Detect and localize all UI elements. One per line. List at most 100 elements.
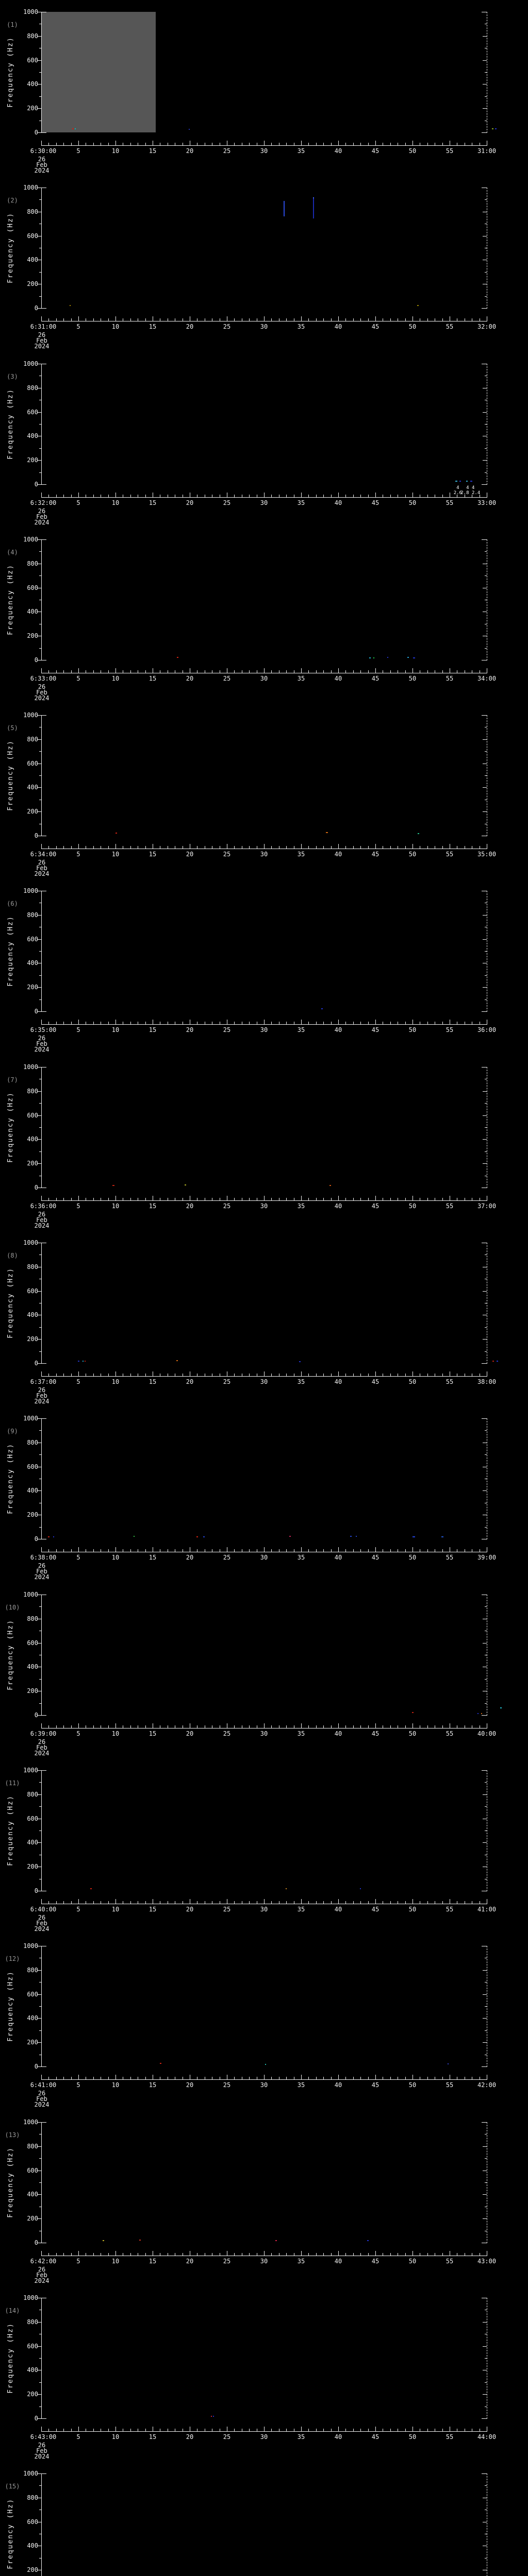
x-tick bbox=[442, 1374, 443, 1376]
x-tick-label: 35 bbox=[297, 2433, 305, 2441]
x-tick-label: 45 bbox=[371, 1378, 380, 1385]
x-tick-label: 40 bbox=[334, 1026, 342, 1033]
x-tick bbox=[56, 670, 57, 673]
x-tick bbox=[286, 2253, 287, 2256]
x-tick bbox=[145, 1022, 146, 1024]
x-start-time-label: 6:40:00 bbox=[30, 1906, 57, 1913]
x-tick bbox=[412, 2075, 413, 2079]
x-tick bbox=[63, 318, 64, 321]
detection-marker bbox=[289, 1536, 291, 1537]
x-tick-label: 55 bbox=[446, 2258, 454, 2265]
x-tick-label: 45 bbox=[371, 2433, 380, 2441]
detection-marker bbox=[70, 305, 71, 307]
x-tick bbox=[130, 143, 131, 145]
x-tick bbox=[41, 141, 42, 145]
x-tick bbox=[41, 2251, 42, 2256]
y-axis-left bbox=[41, 2473, 42, 2576]
y-tick bbox=[483, 1139, 487, 1140]
y-tick bbox=[37, 1842, 41, 1843]
event-line bbox=[283, 200, 285, 217]
y-axis-title: Frequency (Hz) bbox=[7, 1619, 14, 1690]
y-tick-label: 800 bbox=[27, 1088, 38, 1095]
x-tick bbox=[345, 1374, 346, 1376]
x-tick bbox=[390, 143, 391, 145]
x-tick-label: 45 bbox=[371, 1202, 380, 1210]
x-tick-label: 40 bbox=[334, 1378, 342, 1385]
detection-marker bbox=[286, 1888, 287, 1889]
y-tick bbox=[37, 308, 41, 309]
x-tick-label: 25 bbox=[223, 2081, 231, 2089]
x-tick-label: 40 bbox=[334, 1730, 342, 1737]
x-tick bbox=[271, 1022, 272, 1024]
x-tick bbox=[93, 1725, 94, 1728]
x-tick-label: 45 bbox=[371, 851, 380, 858]
x-tick bbox=[316, 2253, 317, 2256]
y-tick-label: 200 bbox=[27, 1863, 38, 1870]
x-tick bbox=[368, 1198, 369, 1200]
x-tick bbox=[108, 670, 109, 673]
x-tick-label: 20 bbox=[186, 675, 194, 682]
x-tick bbox=[301, 2075, 302, 2079]
x-end-time-label: 39:00 bbox=[477, 1554, 497, 1561]
y-tick-label: 400 bbox=[27, 608, 38, 615]
x-tick bbox=[286, 1198, 287, 1200]
y-tick bbox=[485, 424, 487, 425]
x-tick bbox=[345, 2077, 346, 2079]
y-tick bbox=[39, 2006, 41, 2007]
y-tick bbox=[485, 751, 487, 752]
y-tick bbox=[37, 787, 41, 788]
x-tick-label: 55 bbox=[446, 499, 454, 506]
y-tick bbox=[37, 2394, 41, 2395]
date-line: 26 bbox=[38, 2090, 46, 2097]
y-tick-label: 1000 bbox=[23, 1591, 38, 1598]
x-tick-label: 15 bbox=[148, 2081, 157, 2089]
x-tick bbox=[93, 2077, 94, 2079]
detection-marker bbox=[115, 833, 117, 834]
x-tick-label: 55 bbox=[446, 1378, 454, 1385]
x-tick bbox=[405, 495, 406, 497]
x-tick-label: 35 bbox=[297, 1906, 305, 1913]
x-tick bbox=[264, 1547, 265, 1552]
x-tick bbox=[271, 1374, 272, 1376]
x-tick bbox=[56, 495, 57, 497]
x-tick bbox=[316, 1374, 317, 1376]
y-tick bbox=[483, 1970, 487, 1971]
x-tick-label: 55 bbox=[446, 147, 454, 155]
x-tick-label: 45 bbox=[371, 1730, 380, 1737]
x-tick bbox=[405, 670, 406, 673]
x-tick bbox=[405, 846, 406, 849]
x-tick-label: 30 bbox=[260, 851, 268, 858]
x-tick bbox=[108, 1901, 109, 1904]
x-tick-label: 30 bbox=[260, 2081, 268, 2089]
date-line: 2024 bbox=[34, 1398, 50, 1405]
x-tick-label: 25 bbox=[223, 323, 231, 330]
x-tick bbox=[412, 1547, 413, 1552]
panel-number-label: (5) bbox=[7, 724, 18, 732]
x-tick bbox=[249, 670, 250, 673]
x-tick bbox=[427, 2077, 428, 2079]
x-tick-label: 25 bbox=[223, 1378, 231, 1385]
date-line: Feb bbox=[36, 337, 47, 344]
x-tick bbox=[353, 143, 354, 145]
frame-corner-bottom-left bbox=[41, 308, 46, 309]
x-tick-label: 30 bbox=[260, 323, 268, 330]
y-tick-label: 1000 bbox=[23, 184, 38, 191]
x-tick bbox=[271, 2253, 272, 2256]
detection-marker bbox=[265, 2063, 266, 2065]
y-tick bbox=[39, 1351, 41, 1352]
frame-corner-bottom-left bbox=[41, 132, 46, 133]
x-tick bbox=[338, 2251, 339, 2256]
x-tick bbox=[286, 2077, 287, 2079]
y-tick-label: 800 bbox=[27, 2318, 38, 2326]
detection-marker bbox=[470, 480, 472, 482]
y-tick-label: 200 bbox=[27, 2039, 38, 2046]
x-tick bbox=[368, 318, 369, 321]
x-tick-label: 10 bbox=[111, 675, 120, 682]
y-tick bbox=[483, 787, 487, 788]
y-tick bbox=[483, 1770, 487, 1771]
x-tick-label: 50 bbox=[408, 2258, 417, 2265]
y-axis-left bbox=[41, 891, 42, 1012]
x-tick bbox=[405, 1022, 406, 1024]
spectrogram-panel-6: 0 200 400 600 800 1000 Frequency (Hz) (6) 5 10 15 2… bbox=[0, 879, 528, 1055]
x-tick-label: 5 bbox=[76, 2258, 80, 2265]
